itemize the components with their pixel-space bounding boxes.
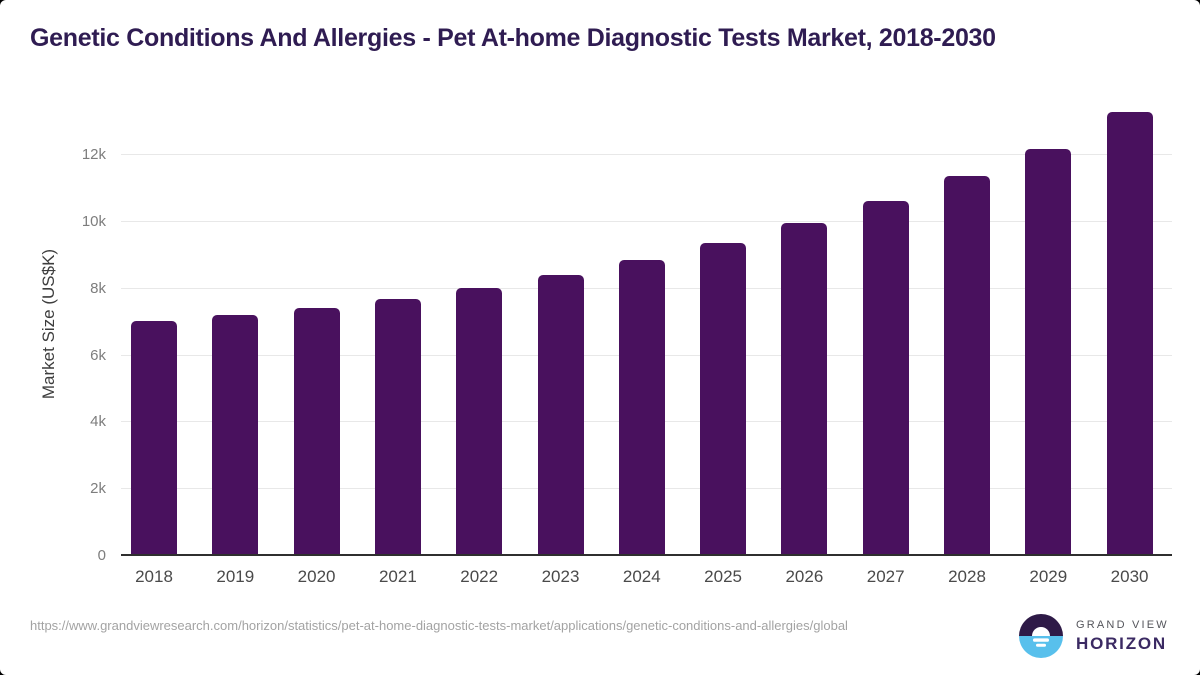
y-tick-label-12k: 12k bbox=[81, 146, 106, 164]
x-tick-label-2018: 2018 bbox=[135, 567, 173, 586]
bar-2027[interactable] bbox=[862, 201, 909, 554]
x-tick-label-2026: 2026 bbox=[785, 567, 824, 586]
brand-logo-text: GRAND VIEW HORIZON bbox=[1076, 619, 1169, 654]
x-tick-label-2019: 2019 bbox=[216, 567, 255, 586]
y-tick-label-0: 0 bbox=[97, 547, 106, 564]
bar-2021[interactable] bbox=[374, 298, 421, 554]
y-tick-label-8k: 8k bbox=[90, 279, 106, 297]
x-axis-line bbox=[121, 554, 1172, 556]
x-tick-label-2022: 2022 bbox=[460, 567, 499, 586]
y-axis-title: Market Size (US$K) bbox=[39, 248, 58, 400]
gridline-10k bbox=[121, 221, 1172, 222]
x-tick-label-2023: 2023 bbox=[541, 567, 580, 586]
bar-2024[interactable] bbox=[618, 260, 665, 554]
x-tick-label-2029: 2029 bbox=[1029, 567, 1068, 586]
bar-2029[interactable] bbox=[1025, 148, 1072, 554]
plot-area bbox=[121, 88, 1172, 556]
x-tick-label-2030: 2030 bbox=[1110, 567, 1149, 586]
bar-2026[interactable] bbox=[781, 223, 828, 554]
x-tick-label-2025: 2025 bbox=[704, 567, 742, 586]
bar-2030[interactable] bbox=[1106, 111, 1153, 554]
bar-2022[interactable] bbox=[456, 288, 503, 554]
logo-horizon-label: HORIZON bbox=[1076, 634, 1167, 653]
source-url[interactable]: https://www.grandviewresearch.com/horizo… bbox=[30, 618, 848, 633]
y-tick-label-2k: 2k bbox=[90, 480, 106, 498]
logo-grand-view-label: GRAND VIEW bbox=[1076, 619, 1169, 631]
footer: https://www.grandviewresearch.com/horizo… bbox=[0, 613, 1200, 675]
x-tick-label-2021: 2021 bbox=[378, 567, 417, 586]
x-tick-label-2027: 2027 bbox=[866, 567, 905, 586]
chart-title: Genetic Conditions And Allergies - Pet A… bbox=[30, 24, 996, 52]
brand-logo: GRAND VIEW HORIZON bbox=[1018, 613, 1178, 663]
y-tick-label-4k: 4k bbox=[90, 413, 106, 431]
bar-2025[interactable] bbox=[700, 243, 747, 554]
gridline-12k bbox=[121, 154, 1172, 156]
x-tick-label-2028: 2028 bbox=[948, 567, 986, 586]
y-tick-label-10k: 10k bbox=[81, 213, 106, 230]
sunset-horizon-icon bbox=[1019, 614, 1063, 658]
y-tick-label-6k: 6k bbox=[90, 346, 106, 364]
bar-2018[interactable] bbox=[131, 320, 177, 554]
x-tick-label-2024: 2024 bbox=[622, 567, 661, 586]
bar-2023[interactable] bbox=[537, 274, 584, 554]
x-tick-label-2020: 2020 bbox=[297, 567, 336, 586]
bar-2020[interactable] bbox=[293, 308, 340, 554]
bar-2028[interactable] bbox=[944, 176, 990, 554]
bar-2019[interactable] bbox=[212, 314, 259, 554]
